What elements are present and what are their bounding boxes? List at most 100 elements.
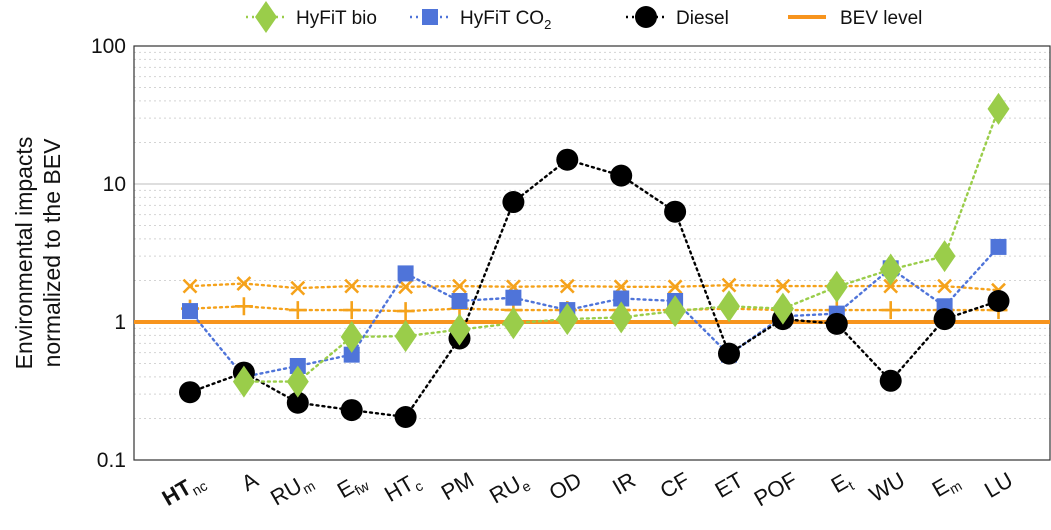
data-point	[502, 191, 525, 214]
data-point	[667, 279, 683, 295]
x-tick-label: POF	[750, 467, 802, 511]
data-point	[182, 303, 198, 320]
data-point-stroke	[288, 301, 307, 320]
data-point	[286, 365, 309, 398]
data-point	[396, 302, 415, 321]
x-tick-text: RUe	[485, 467, 533, 511]
data-point	[990, 238, 1007, 255]
series-line	[188, 158, 1000, 419]
legend-item: Diesel	[626, 6, 729, 29]
data-point-stroke	[721, 277, 737, 293]
x-tick-text: CF	[656, 467, 694, 503]
series-layer	[179, 92, 1010, 428]
x-tick-subscript: e	[519, 477, 534, 495]
y-tick-label: 1	[114, 311, 126, 334]
x-tick-subscript: m	[300, 477, 318, 497]
x-tick-text: Em	[928, 467, 965, 504]
x-tick-label: RUm	[266, 467, 318, 513]
data-point	[879, 369, 902, 392]
data-point	[290, 280, 306, 296]
data-point	[288, 301, 307, 320]
data-point	[825, 270, 848, 303]
series-circle	[179, 148, 1010, 428]
data-point	[721, 277, 737, 293]
data-point	[452, 278, 467, 294]
x-tick-text: POF	[750, 467, 802, 511]
x-tick-subscript: t	[845, 477, 856, 493]
y-tick-label: 0.1	[97, 449, 126, 472]
data-point	[236, 276, 252, 291]
x-tick-label: Efw	[333, 467, 373, 506]
legend-label: HyFiT CO2	[460, 8, 551, 32]
y-axis-label-line1: Environmental impacts	[11, 137, 37, 370]
legend-swatch	[422, 9, 438, 25]
x-tick-text: OD	[545, 467, 586, 505]
data-point	[718, 290, 740, 323]
legend: HyFiT bio HyFiT CO2 Diesel BEV level	[246, 1, 922, 33]
legend-label: Diesel	[676, 8, 729, 29]
x-tick-text: ET	[711, 467, 748, 503]
data-point	[344, 278, 360, 294]
data-point-stroke	[344, 278, 360, 294]
data-point	[933, 240, 956, 273]
data-point-stroke	[667, 279, 683, 295]
data-point	[664, 295, 687, 328]
data-point	[179, 381, 201, 404]
data-point	[343, 346, 360, 363]
x-tick-text: WU	[865, 467, 909, 507]
data-point	[610, 301, 633, 334]
x-tick-label: OD	[545, 467, 586, 505]
x-tick-subscript: fw	[352, 477, 373, 498]
data-point	[879, 253, 902, 286]
data-point	[937, 278, 953, 294]
data-point	[718, 342, 740, 365]
data-point	[286, 391, 309, 414]
data-point	[502, 307, 525, 340]
series-line	[188, 282, 1000, 292]
data-point	[775, 278, 791, 294]
x-tick-label: IR	[608, 467, 640, 500]
x-tick-label: HTnc	[158, 467, 210, 513]
x-tick-label: RUe	[485, 467, 533, 511]
legend-item: BEV level	[788, 8, 922, 29]
x-tick-label: Em	[928, 467, 965, 504]
x-tick-label: WU	[865, 467, 909, 507]
data-point	[771, 292, 794, 325]
data-point	[451, 292, 468, 309]
x-axis: HTnc A RUm Efw HTc PM RUe OD IR CF ET POF Et WU Em LU	[158, 467, 1017, 514]
data-point	[987, 289, 1010, 312]
data-point-stroke	[775, 278, 791, 294]
plot-frame	[133, 45, 1051, 461]
y-tick-label: 100	[91, 35, 126, 58]
data-point	[232, 365, 255, 398]
x-tick-text: Efw	[333, 467, 373, 506]
x-tick-text: Et	[827, 467, 857, 501]
data-point-stroke	[452, 278, 467, 294]
data-point	[883, 278, 899, 294]
data-point	[340, 320, 363, 353]
series-line	[188, 305, 1000, 313]
x-tick-label: ET	[711, 467, 748, 503]
data-point-stroke	[883, 278, 899, 294]
data-point	[340, 399, 363, 422]
data-point	[825, 312, 848, 335]
x-tick-label: PM	[437, 467, 478, 505]
legend-swatch	[255, 1, 277, 33]
data-point	[394, 405, 417, 428]
x-tick-label: CF	[656, 467, 694, 503]
data-point	[881, 301, 900, 320]
y-tick-label: 10	[103, 173, 126, 196]
data-point	[505, 289, 522, 306]
x-tick-subscript: c	[412, 477, 426, 494]
data-point-stroke	[234, 297, 253, 316]
data-point	[342, 301, 361, 320]
series-plus	[181, 297, 1008, 321]
x-tick-text: LU	[980, 467, 1017, 503]
data-point	[398, 279, 414, 295]
x-tick-label: LU	[980, 467, 1017, 503]
data-point-stroke	[182, 278, 198, 294]
data-point	[664, 200, 687, 223]
legend-swatch	[635, 6, 657, 28]
legend-subscript: 2	[544, 17, 551, 32]
